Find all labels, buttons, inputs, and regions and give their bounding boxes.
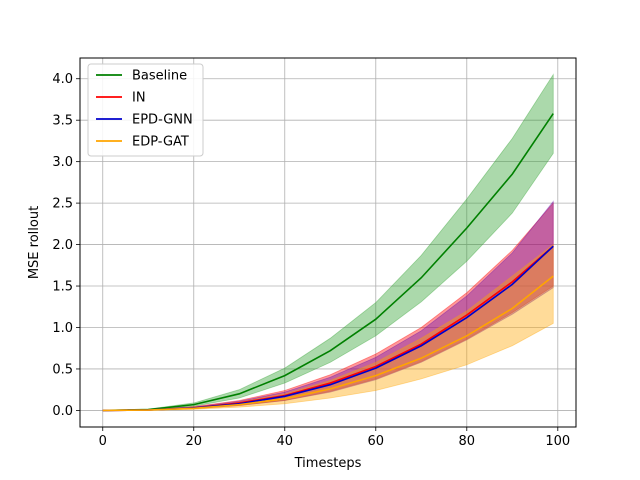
- x-tick-label: 60: [368, 434, 385, 449]
- x-tick-label: 0: [99, 434, 107, 449]
- series-line-edp-gat: [102, 275, 554, 412]
- y-tick-label: 3.0: [52, 155, 73, 170]
- legend-label: Baseline: [132, 69, 187, 84]
- y-tick-label: 0.5: [52, 362, 73, 377]
- y-tick-label: 1.5: [52, 280, 73, 295]
- legend: Baseline IN EPD-GNN EDP-GAT: [87, 63, 204, 157]
- x-tick-label: 40: [276, 434, 293, 449]
- legend-box: [87, 63, 204, 157]
- x-axis-label: Timesteps: [294, 456, 362, 471]
- series-line-baseline: [102, 113, 554, 412]
- axis-ticks: 0 20 40 60 80 100 0.0 0.5 1.0 1.5 2.0 2.5 3.0 3.5 4.0: [52, 72, 570, 449]
- band-edp-gat: [102, 243, 554, 411]
- y-tick-label: 2.5: [52, 197, 73, 212]
- series-lines: [102, 113, 554, 412]
- legend-label: IN: [132, 91, 146, 106]
- y-tick-label: 1.0: [52, 321, 73, 336]
- legend-label: EDP-GAT: [132, 135, 189, 150]
- x-tick-label: 80: [459, 434, 476, 449]
- x-tick-label: 20: [185, 434, 202, 449]
- y-tick-label: 0.0: [52, 404, 73, 419]
- y-tick-label: 4.0: [52, 72, 73, 87]
- x-tick-label: 100: [545, 434, 570, 449]
- y-tick-label: 2.0: [52, 238, 73, 253]
- band-in: [102, 202, 554, 411]
- y-tick-label: 3.5: [52, 114, 73, 129]
- legend-label: EPD-GNN: [132, 113, 193, 128]
- grid: [80, 58, 576, 427]
- plot-frame: [79, 57, 577, 428]
- y-axis-label: MSE rollout: [27, 206, 42, 279]
- band-epd-gnn: [102, 200, 554, 411]
